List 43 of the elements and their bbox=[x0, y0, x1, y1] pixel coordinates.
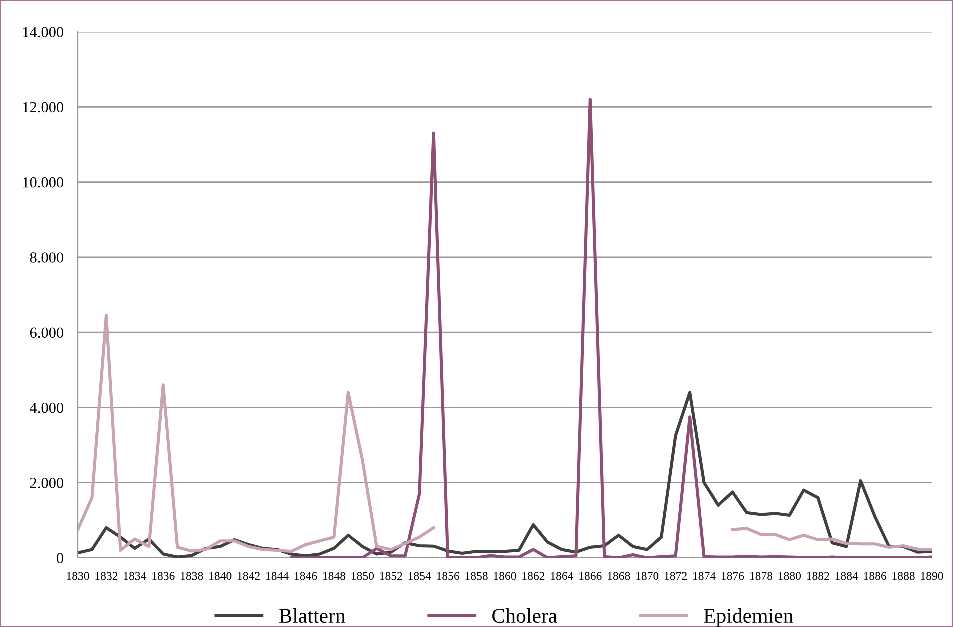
x-tick-label: 1886 bbox=[864, 572, 887, 580]
x-tick-label: 1840 bbox=[210, 572, 232, 580]
x-tick-label: 1836 bbox=[152, 572, 175, 580]
legend-label: Blattern bbox=[279, 608, 346, 624]
x-tick-label: 1858 bbox=[466, 572, 488, 580]
x-tick-label: 1854 bbox=[408, 572, 432, 580]
x-tick-label: 1862 bbox=[522, 572, 545, 580]
x-tick-label: 1834 bbox=[124, 572, 147, 580]
y-tick-label: 12.000 bbox=[23, 102, 64, 113]
x-tick-label: 1838 bbox=[181, 572, 204, 580]
x-tick-label: 1844 bbox=[266, 572, 289, 580]
x-tick-label: 1848 bbox=[323, 572, 346, 580]
x-tick-label: 1846 bbox=[294, 572, 318, 580]
y-tick-label: 8.000 bbox=[30, 252, 64, 263]
x-tick-label: 1868 bbox=[608, 572, 630, 580]
x-tick-label: 1888 bbox=[892, 572, 915, 580]
x-tick-label: 1880 bbox=[778, 572, 802, 580]
x-tick-label: 1852 bbox=[380, 572, 402, 580]
x-tick-label: 1860 bbox=[494, 572, 516, 580]
x-tick-label: 1884 bbox=[836, 572, 858, 580]
y-tick-label: 14.000 bbox=[23, 27, 64, 38]
x-tick-label: 1876 bbox=[722, 572, 744, 580]
x-tick-label: 1864 bbox=[551, 572, 574, 580]
y-tick-label: 4.000 bbox=[30, 402, 64, 414]
x-tick-label: 1856 bbox=[437, 572, 460, 580]
x-tick-label: 1874 bbox=[694, 572, 716, 580]
y-tick-label: 0 bbox=[57, 553, 64, 564]
x-tick-label: 1882 bbox=[807, 572, 830, 580]
y-tick-label: 6.000 bbox=[30, 328, 64, 338]
x-tick-label: 1878 bbox=[750, 572, 773, 580]
x-tick-label: 1890 bbox=[921, 572, 944, 580]
x-tick-label: 1832 bbox=[96, 572, 118, 580]
x-tick-label: 1866 bbox=[580, 572, 602, 580]
x-tick-label: 1850 bbox=[352, 572, 374, 580]
line-series bbox=[290, 98, 932, 558]
x-tick-label: 1842 bbox=[238, 572, 260, 580]
y-tick-label: 2.000 bbox=[30, 478, 64, 488]
legend-label: Cholera bbox=[492, 608, 558, 624]
y-tick-label: 10.000 bbox=[23, 177, 64, 188]
x-tick-label: 1870 bbox=[636, 572, 659, 580]
x-tick-label: 1830 bbox=[67, 572, 90, 580]
x-tick-label: 1872 bbox=[665, 572, 687, 580]
legend-label: Epidemien bbox=[704, 608, 794, 627]
